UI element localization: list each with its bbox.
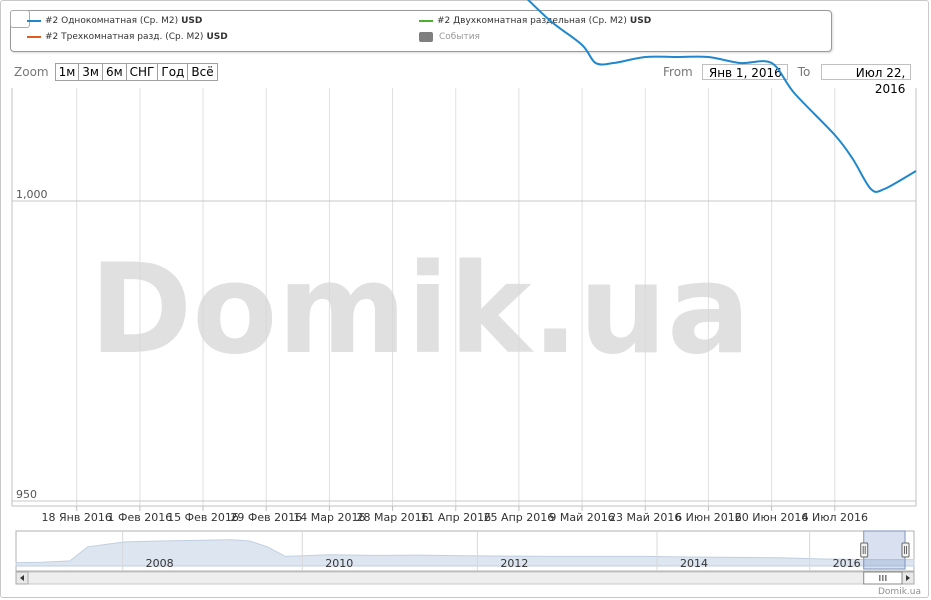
legend-label: #2 Однокомнатная (Ср. M2) <box>45 16 179 26</box>
series-line <box>526 0 917 193</box>
navigator-year-label: 2014 <box>680 557 708 570</box>
legend-label: #2 Двухкомнатная раздельная (Ср. M2) <box>437 16 627 26</box>
legend-swatch <box>419 32 433 42</box>
navigator-window <box>863 530 906 570</box>
scrollbar-track <box>15 571 915 585</box>
x-tick-label: 23 Май 2016 <box>609 511 681 524</box>
x-tick-label: 4 Июл 2016 <box>802 511 869 524</box>
navigator-year-label: 2008 <box>146 557 174 570</box>
x-tick-label: 15 Фев 2016 <box>167 511 239 524</box>
x-tick-label: 18 Янв 2016 <box>42 511 112 524</box>
x-tick-label: 9 Май 2016 <box>549 511 614 524</box>
to-label: To <box>797 65 811 79</box>
x-tick-label: 29 Фев 2016 <box>230 511 302 524</box>
legend-item-events[interactable]: События <box>419 32 480 42</box>
legend-unit: USD <box>181 16 203 26</box>
navigator-handle-right[interactable] <box>901 542 910 558</box>
zoom-button-1y[interactable]: Год <box>158 63 189 81</box>
zoom-button-1m[interactable]: 1м <box>54 63 80 81</box>
zoom-button-6m[interactable]: 6м <box>102 63 127 81</box>
zoom-button-3m[interactable]: 3м <box>79 63 103 81</box>
legend-unit: USD <box>629 16 652 26</box>
watermark: Domik.ua <box>89 238 750 382</box>
range-selector: Zoom 1м 3м 6м СНГ Год Всё <box>14 63 218 81</box>
navigator-year-label: 2016 <box>833 557 861 570</box>
zoom-button-ytd[interactable]: СНГ <box>126 63 159 81</box>
legend-label: События <box>439 32 480 42</box>
zoom-label: Zoom <box>14 65 49 79</box>
chevron-right-icon <box>906 575 910 581</box>
y-tick-label: 1,000 <box>16 188 48 201</box>
export-menu-button[interactable] <box>10 10 30 28</box>
from-label: From <box>663 65 693 79</box>
navigator-series <box>15 539 915 567</box>
legend-item-2room[interactable]: #2 Двухкомнатная раздельная (Ср. M2) USD <box>419 16 651 26</box>
x-tick-label: 20 Июн 2016 <box>735 511 809 524</box>
chevron-left-icon <box>20 575 24 581</box>
legend-unit: USD <box>206 32 228 42</box>
legend-swatch <box>27 36 41 38</box>
legend-swatch <box>419 20 433 22</box>
grid <box>11 88 917 507</box>
date-range: From Янв 1, 2016 To Июл 22, 2016 <box>663 63 912 96</box>
zoom-button-all[interactable]: Всё <box>188 63 218 81</box>
x-tick-label: 6 Июн 2016 <box>675 511 742 524</box>
x-tick-label: 11 Апр 2016 <box>420 511 491 524</box>
x-tick-label: 25 Апр 2016 <box>484 511 555 524</box>
navigator-handle-left[interactable] <box>860 542 869 558</box>
x-tick-label: 14 Мар 2016 <box>293 511 365 524</box>
legend-item-3room[interactable]: #2 Трехкомнатная разд. (Ср. M2) USD <box>27 32 228 42</box>
from-date-input[interactable]: Янв 1, 2016 <box>701 64 788 80</box>
legend-swatch <box>27 20 41 22</box>
legend-label: #2 Трехкомнатная разд. (Ср. M2) <box>45 32 204 42</box>
x-tick-label: 28 Мар 2016 <box>356 511 428 524</box>
legend: #2 Однокомнатная (Ср. M2) USD #2 Двухкомн… <box>10 10 832 52</box>
navigator[interactable]: 2008 2010 2012 2014 2016 <box>15 530 915 585</box>
to-date-input[interactable]: Июл 22, 2016 <box>821 64 912 96</box>
y-tick-label: 950 <box>16 488 37 501</box>
x-tick-label: 1 Фев 2016 <box>108 511 173 524</box>
legend-item-1room[interactable]: #2 Однокомнатная (Ср. M2) USD <box>27 16 202 26</box>
navigator-year-label: 2012 <box>500 557 528 570</box>
credits-link[interactable]: Domik.ua <box>878 587 921 597</box>
series-group <box>526 0 917 193</box>
navigator-year-label: 2010 <box>325 557 353 570</box>
